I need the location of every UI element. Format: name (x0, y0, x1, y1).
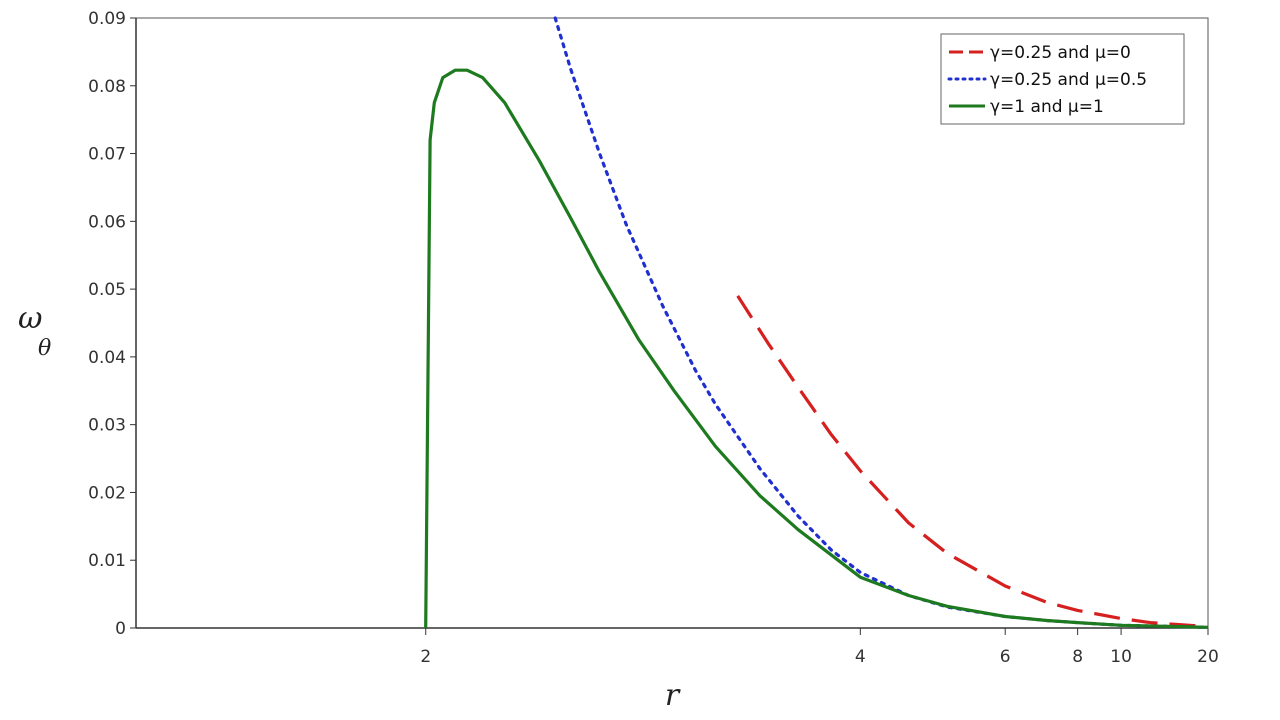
y-ticks: 0 0.01 0.02 0.03 0.04 0.05 0.06 0.07 0.08 0.09 (88, 9, 136, 639)
y-tick-label: 0.09 (88, 9, 126, 29)
x-tick-label: 8 (1072, 647, 1083, 667)
y-tick-label: 0.02 (88, 483, 126, 503)
x-tick-label: 4 (855, 647, 866, 667)
y-tick-label: 0.05 (88, 280, 126, 300)
y-tick-label: 0 (115, 619, 126, 639)
y-tick-label: 0.01 (88, 551, 126, 571)
x-axis-label: r (665, 678, 681, 713)
y-tick-label: 0.07 (88, 145, 126, 165)
series-line-3 (424, 68, 1209, 629)
y-tick-label: 0.08 (88, 77, 126, 97)
legend-label-1: γ=0.25 and μ=0 (990, 43, 1131, 63)
y-axis-label-subscript: θ (38, 336, 51, 361)
x-tick-label: 20 (1197, 647, 1219, 667)
series-line-1 (736, 295, 1209, 629)
legend: γ=0.25 and μ=0 γ=0.25 and μ=0.5 γ=1 and μ=… (940, 33, 1185, 125)
y-tick-label: 0.03 (88, 416, 126, 436)
x-ticks: 2 4 6 8 10 20 (420, 628, 1219, 667)
legend-label-3: γ=1 and μ=1 (990, 97, 1104, 117)
x-tick-label: 6 (1000, 647, 1011, 667)
series-layer (424, 16, 1210, 629)
legend-items: γ=0.25 and μ=0 γ=0.25 and μ=0.5 γ=1 and μ=… (947, 43, 1147, 117)
x-tick-label: 2 (420, 647, 431, 667)
y-axis-label: ω (18, 301, 42, 336)
y-tick-label: 0.04 (88, 348, 126, 368)
y-tick-label: 0.06 (88, 212, 126, 232)
legend-label-2: γ=0.25 and μ=0.5 (990, 70, 1147, 90)
legend-box (940, 33, 1185, 125)
x-tick-label: 10 (1110, 647, 1132, 667)
